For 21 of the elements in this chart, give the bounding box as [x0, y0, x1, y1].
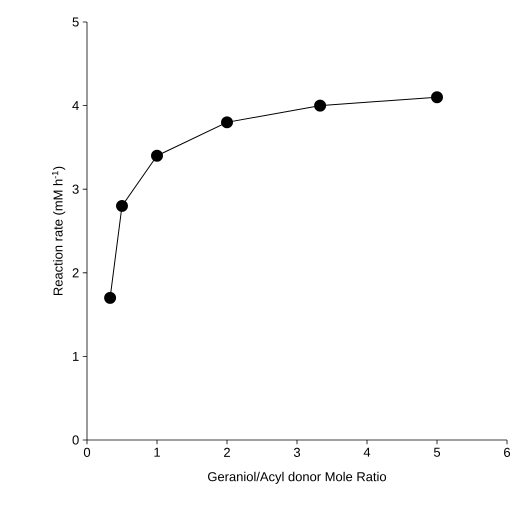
y-tick-label: 2: [72, 268, 79, 278]
x-axis-title: Geraniol/Acyl donor Mole Ratio: [208, 472, 386, 484]
x-tick-label: 5: [434, 448, 440, 457]
x-tick-label: 2: [224, 448, 230, 457]
point: [116, 200, 128, 212]
y-tick-label: 5: [72, 17, 79, 27]
point: [151, 150, 163, 162]
point: [221, 116, 233, 128]
y-tick-label: 3: [72, 184, 79, 194]
point: [104, 292, 116, 304]
y-tick-label: 0: [72, 435, 79, 445]
x-tick-label: 4: [364, 448, 370, 457]
y-tick-label: 4: [72, 101, 79, 110]
x-tick-label: 6: [504, 448, 510, 457]
point: [314, 100, 326, 112]
y-tick-label: 1: [73, 352, 79, 361]
x-tick-label: 3: [294, 448, 300, 457]
y-axis-title: Reaction rate (mM h$^{-1}$): [52, 166, 66, 296]
x-tick-label: 0: [84, 448, 90, 457]
x-tick-label: 1: [154, 448, 160, 457]
point: [431, 91, 443, 104]
